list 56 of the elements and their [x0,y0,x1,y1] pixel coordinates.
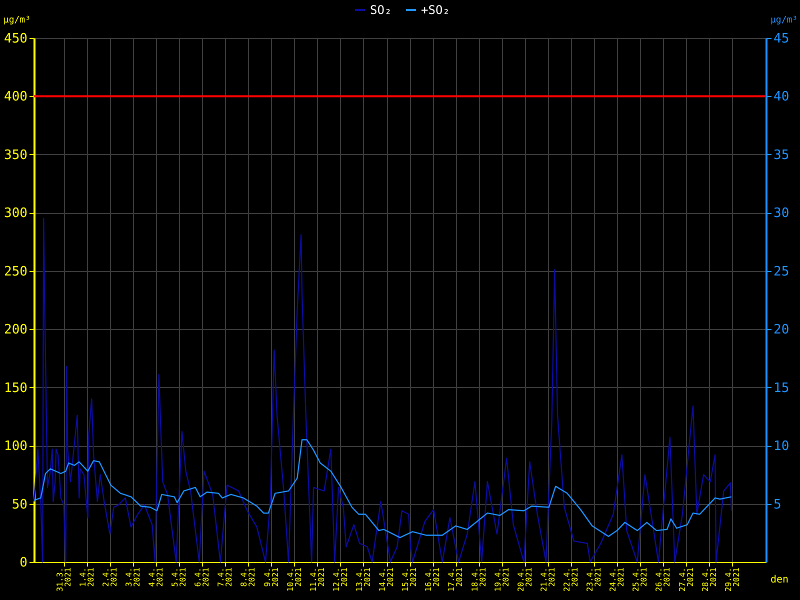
y2-tick-label: 10 [774,439,790,454]
y-tick-label: 300 [4,206,28,222]
x-tick-label: 22.4. 2021 [562,567,580,592]
x-axis-title: den [770,574,789,586]
x-tick-label: 1.4. 2021 [78,567,96,587]
y2-tick-label: 5 [774,497,782,512]
y-tick-label: 150 [4,380,28,396]
legend-label: +SO₂ [421,3,450,17]
x-tick-label: 29.4. 2021 [724,567,741,592]
y2-tick-label: 30 [774,206,790,222]
y-tick-label: 450 [4,32,28,46]
x-tick-label: 21.4. 2021 [539,567,556,592]
x-tick-label: 8.4. 2021 [240,567,257,587]
y-tick-label: 100 [4,439,28,454]
x-tick-label: 12.4. 2021 [332,567,349,592]
x-tick-label: 4.4. 2021 [148,567,164,587]
y-tick-label: 350 [4,148,28,163]
y-tick-label: 50 [12,497,28,512]
x-tick-label: 28.4. 2021 [700,567,718,592]
x-tick-label: 15.4. 2021 [401,567,418,592]
x-tick-label: 10.4. 2021 [286,567,303,592]
x-tick-label: 27.4. 2021 [678,567,695,592]
y2-tick-label: 40 [774,90,790,105]
x-tick-label: 24.4. 2021 [608,567,626,592]
x-tick-label: 13.4. 2021 [354,567,372,592]
y2-axis-title: μg/m³ [770,16,798,26]
x-tick-label: 31.3. 2021 [55,567,72,592]
x-tick-label: 23.4. 2021 [586,567,603,592]
y-tick-label: 200 [4,322,28,338]
y-tick-label: 0 [20,556,28,570]
line-series [33,218,732,563]
x-tick-label: 11.4. 2021 [308,567,326,592]
y2-tick-label: 35 [774,148,790,163]
x-tick-label: 25.4. 2021 [632,567,649,592]
x-tick-label: 18.4. 2021 [470,567,488,592]
x-tick-label: 14.4. 2021 [378,567,396,592]
x-tick-label: 20.4. 2021 [516,567,534,592]
x-tick-label: 17.4. 2021 [447,567,464,592]
y-tick-label: 400 [4,90,28,105]
y2-tick-label: 20 [774,322,790,338]
y2-tick-label: 25 [774,264,790,280]
x-tick-label: 16.4. 2021 [424,567,442,592]
y-axis-title: μg/m³ [3,16,30,26]
legend-label: SO₂ [370,3,392,17]
x-tick-label: 9.4. 2021 [262,567,280,587]
x-tick-label: 26.4. 2021 [654,567,672,592]
x-tick-label: 2.4. 2021 [101,567,118,587]
x-tick-label: 19.4. 2021 [493,567,510,592]
y-tick-label: 250 [4,264,28,280]
x-tick-label: 6.4. 2021 [194,567,211,587]
x-tick-label: 3.4. 2021 [124,567,142,587]
y2-tick-label: 15 [774,380,790,396]
x-tick-label: 5.4. 2021 [170,567,188,587]
y2-tick-label: 45 [774,32,790,46]
x-tick-label: 7.4. 2021 [216,567,234,587]
line-series [33,439,732,538]
